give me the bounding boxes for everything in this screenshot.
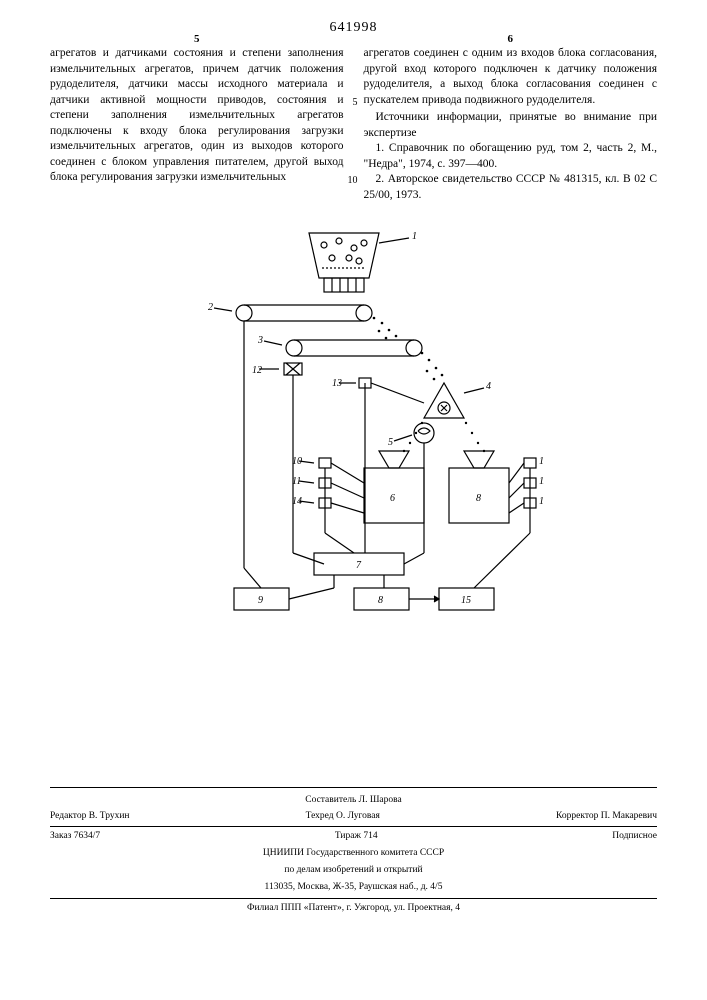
right-sources-title: Источники информации, принятые во вниман… <box>364 110 658 141</box>
diagram-label-4: 4 <box>486 381 491 392</box>
footer-composer: Составитель Л. Шарова <box>50 794 657 807</box>
footer: Составитель Л. Шарова Редактор В. Трухин… <box>50 787 657 915</box>
footer-row-2: Заказ 7634/7 Тираж 714 Подписное <box>50 826 657 843</box>
diagram-label-11r: 11 <box>539 476 544 487</box>
footer-editor: Редактор В. Трухин <box>50 810 130 823</box>
diagram-label-10r: 10 <box>539 456 544 467</box>
column-left: 5 5 10 агрегатов и датчиками состояния и… <box>50 46 344 203</box>
diagram-label-9: 9 <box>258 595 263 606</box>
diagram-label-3: 3 <box>257 335 263 346</box>
text-columns: 5 5 10 агрегатов и датчиками состояния и… <box>50 46 657 203</box>
flow-diagram: 1 2 3 4 5 6 7 8 9 10 11 12 13 14 10 11 1 <box>164 223 544 623</box>
diagram-label-11: 11 <box>292 476 301 487</box>
col-number-left: 5 <box>194 32 200 47</box>
right-paragraph-1: агрегатов соединен с одним из входов бло… <box>364 47 658 106</box>
diagram-svg: 1 2 3 4 5 6 7 8 9 10 11 12 13 14 10 11 1 <box>164 223 544 623</box>
diagram-label-13: 13 <box>332 378 342 389</box>
patent-number: 641998 <box>50 20 657 36</box>
diagram-label-6: 6 <box>390 493 395 504</box>
footer-addr2: Филиал ППП «Патент», г. Ужгород, ул. Про… <box>50 898 657 915</box>
diagram-area: 1 2 3 4 5 6 7 8 9 10 11 12 13 14 10 11 1 <box>50 223 657 623</box>
diagram-label-10: 10 <box>292 456 302 467</box>
line-marker-5: 5 <box>353 96 358 110</box>
footer-tirage: Тираж 714 <box>335 830 378 843</box>
footer-org2: по делам изобретений и открытий <box>50 864 657 877</box>
diagram-label-1: 1 <box>412 231 417 242</box>
right-source-2: 2. Авторское свидетельство СССР № 481315… <box>364 172 658 203</box>
col-number-right: 6 <box>508 32 514 47</box>
diagram-label-14r: 14 <box>539 496 544 507</box>
footer-addr1: 113035, Москва, Ж-35, Раушская наб., д. … <box>50 881 657 894</box>
diagram-label-2: 2 <box>208 302 213 313</box>
diagram-label-14: 14 <box>292 496 302 507</box>
footer-org1: ЦНИИПИ Государственного комитета СССР <box>50 847 657 860</box>
diagram-label-8b: 8 <box>378 595 383 606</box>
diagram-label-5: 5 <box>388 437 393 448</box>
line-marker-10: 10 <box>348 174 358 188</box>
footer-order: Заказ 7634/7 <box>50 830 100 843</box>
footer-subscribed: Подписное <box>612 830 657 843</box>
page: 641998 5 5 10 агрегатов и датчиками сост… <box>0 0 707 1000</box>
footer-row-1: Редактор В. Трухин Техред О. Луговая Кор… <box>50 810 657 823</box>
diagram-label-7: 7 <box>356 560 362 571</box>
diagram-label-12: 12 <box>252 365 262 376</box>
footer-tech: Техред О. Луговая <box>306 810 380 823</box>
footer-corrector: Корректор П. Макаревич <box>556 810 657 823</box>
diagram-label-8: 8 <box>476 493 481 504</box>
column-right: 6 агрегатов соединен с одним из входов б… <box>364 46 658 203</box>
diagram-label-15: 15 <box>461 595 471 606</box>
right-source-1: 1. Справочник по обогащению руд, том 2, … <box>364 141 658 172</box>
left-paragraph: агрегатов и датчиками состояния и степен… <box>50 47 344 183</box>
